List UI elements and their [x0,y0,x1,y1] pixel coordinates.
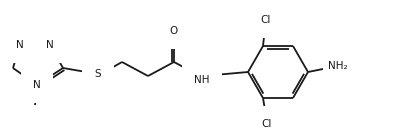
Text: O: O [170,26,178,36]
Text: S: S [95,69,101,79]
Text: NH₂: NH₂ [328,61,348,71]
Text: N: N [16,40,24,50]
Text: Cl: Cl [262,119,272,129]
Text: N: N [33,80,41,90]
Text: NH: NH [194,75,210,85]
Text: N: N [46,40,54,50]
Text: Cl: Cl [261,15,271,25]
